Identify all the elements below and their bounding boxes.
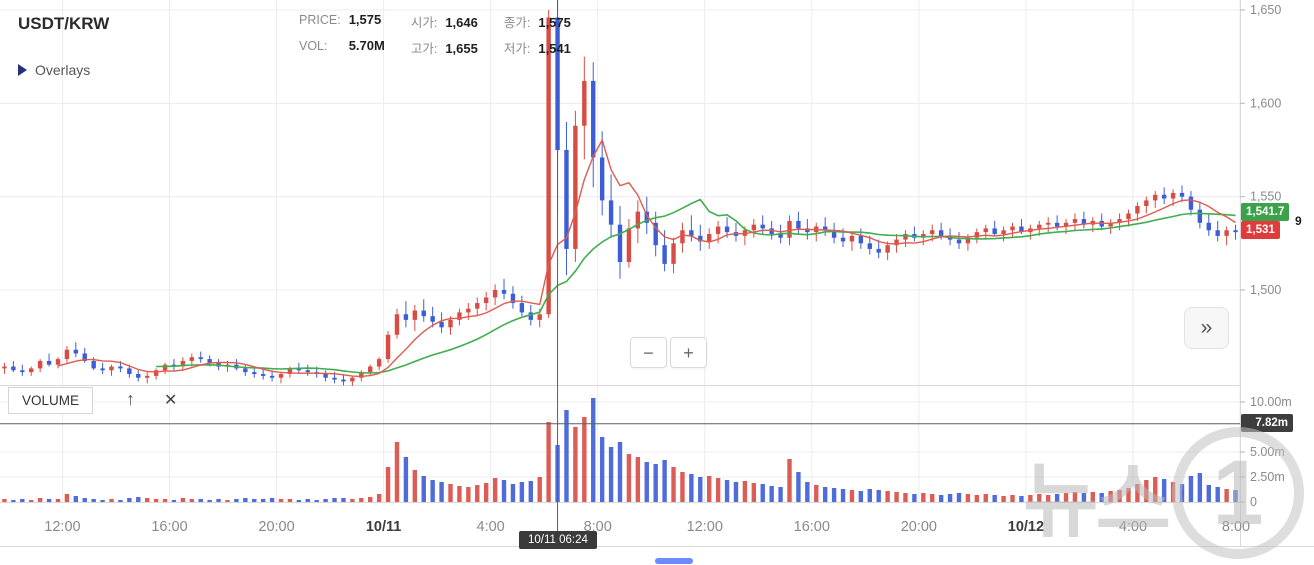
symbol-title: USDT/KRW bbox=[18, 14, 110, 33]
svg-text:1,550: 1,550 bbox=[1250, 190, 1281, 204]
overlays-arrow-icon bbox=[18, 64, 27, 76]
high-label: 고가: bbox=[410, 42, 438, 56]
svg-text:20:00: 20:00 bbox=[258, 519, 294, 535]
hidden-badge-fragment: 9 bbox=[1295, 214, 1302, 228]
zoom-out-button[interactable]: − bbox=[630, 337, 667, 368]
last-price-badge: 1,531 bbox=[1241, 221, 1280, 240]
crosshair-volume-badge: 7.82m bbox=[1241, 414, 1293, 433]
open-value: 1,646 bbox=[445, 15, 478, 30]
open-label: 시가: bbox=[410, 16, 438, 30]
volume-panel-title[interactable]: VOLUME bbox=[8, 387, 94, 414]
svg-text:8:00: 8:00 bbox=[1222, 519, 1250, 535]
overlays-label: Overlays bbox=[35, 62, 91, 78]
volume-close-icon[interactable]: ✕ bbox=[164, 392, 178, 409]
ma-slow-line bbox=[156, 198, 1236, 374]
svg-text:4:00: 4:00 bbox=[477, 519, 505, 535]
svg-text:12:00: 12:00 bbox=[44, 519, 80, 535]
svg-text:20:00: 20:00 bbox=[901, 519, 937, 535]
ohlc-info-bar: PRICE: 1,575 VOL: 5.70M 시가: 1,646 고가: 1,… bbox=[299, 12, 571, 57]
svg-text:1,500: 1,500 bbox=[1250, 283, 1281, 297]
svg-text:16:00: 16:00 bbox=[151, 519, 187, 535]
overlays-toggle[interactable]: Overlays bbox=[18, 62, 90, 78]
scrollbar-thumb[interactable] bbox=[655, 558, 693, 564]
svg-text:10/12: 10/12 bbox=[1008, 519, 1044, 535]
low-value: 1,541 bbox=[538, 41, 571, 56]
vol-value: 5.70M bbox=[348, 38, 385, 53]
close-label: 종가: bbox=[503, 16, 531, 30]
ma-price-badge: 1,541.7 bbox=[1241, 203, 1290, 222]
axis-labels: 1,650 1,600 1,550 1,500 10.00m 5.00m 2.50m 0 12:… bbox=[44, 3, 1291, 535]
vol-label: VOL: bbox=[299, 39, 328, 53]
price-label: PRICE: bbox=[299, 13, 341, 27]
svg-text:16:00: 16:00 bbox=[794, 519, 830, 535]
info-group-close-low: 종가: 1,575 저가: 1,541 bbox=[504, 12, 571, 57]
svg-text:5.00m: 5.00m bbox=[1250, 445, 1285, 459]
high-value: 1,655 bbox=[445, 41, 478, 56]
price-value: 1,575 bbox=[348, 12, 382, 27]
svg-text:10.00m: 10.00m bbox=[1250, 395, 1292, 409]
volume-bars bbox=[2, 398, 1238, 502]
svg-text:4:00: 4:00 bbox=[1119, 519, 1147, 535]
ma-fast-line bbox=[57, 138, 1236, 378]
svg-text:2.50m: 2.50m bbox=[1250, 470, 1285, 484]
zoom-controls: − + bbox=[630, 337, 707, 368]
candles bbox=[2, 0, 1238, 386]
svg-text:10/11: 10/11 bbox=[366, 519, 402, 535]
info-group-price-vol: PRICE: 1,575 VOL: 5.70M bbox=[299, 12, 385, 57]
info-group-open-high: 시가: 1,646 고가: 1,655 bbox=[411, 12, 478, 57]
svg-text:1,650: 1,650 bbox=[1250, 3, 1281, 17]
crosshair-time-badge: 10/11 06:24 bbox=[519, 531, 597, 550]
volume-move-up-icon[interactable]: ↑ bbox=[126, 389, 135, 409]
svg-text:1,600: 1,600 bbox=[1250, 96, 1281, 110]
svg-text:0: 0 bbox=[1250, 495, 1257, 509]
svg-text:12:00: 12:00 bbox=[687, 519, 723, 535]
expand-right-button[interactable]: » bbox=[1184, 307, 1229, 349]
low-label: 저가: bbox=[503, 42, 531, 56]
zoom-in-button[interactable]: + bbox=[670, 337, 707, 368]
close-value: 1,575 bbox=[538, 15, 571, 30]
